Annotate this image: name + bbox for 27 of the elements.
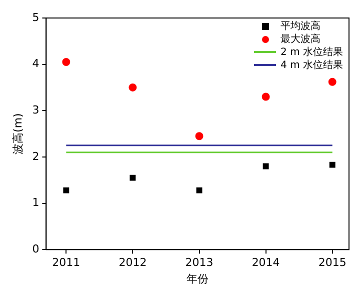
point	[262, 92, 270, 101]
point	[63, 187, 70, 194]
x-tick-label: 2012	[118, 256, 147, 270]
point	[262, 163, 269, 170]
x-tick-label: 2014	[252, 256, 280, 270]
y-tick-label: 0	[32, 242, 40, 256]
point	[195, 132, 204, 140]
point	[130, 174, 136, 181]
y-tick-label: 3	[32, 104, 40, 116]
y-tick-label: 1	[32, 196, 40, 210]
legend-label: 4 m 水位结果	[280, 60, 343, 71]
y-tick-label: 2	[32, 150, 40, 163]
point	[196, 187, 202, 194]
x-tick-label: 2011	[52, 256, 80, 270]
point	[329, 162, 336, 168]
y-tick-label: 4	[32, 57, 40, 70]
legend-label: 2 m 水位结果	[280, 47, 343, 58]
y-tick-label: 5	[32, 10, 40, 24]
point	[128, 83, 137, 92]
legend-label: 平均波高	[280, 21, 321, 32]
point	[328, 78, 336, 86]
point	[62, 58, 70, 66]
y-axis-title: 波高(m)	[11, 113, 24, 154]
x-tick-label: 2013	[185, 256, 214, 270]
x-tick-label: 2015	[318, 256, 346, 270]
legend-label: 最大波高	[280, 34, 321, 45]
x-axis-title: 年份	[186, 272, 209, 286]
